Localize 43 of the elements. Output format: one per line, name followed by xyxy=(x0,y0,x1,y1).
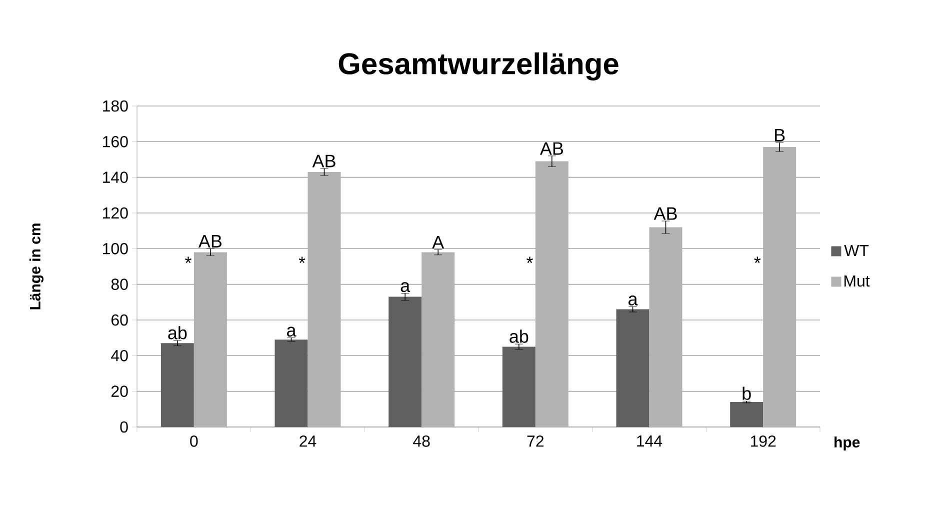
x-tick-label: 24 xyxy=(300,436,316,447)
bar xyxy=(616,309,650,427)
annotation: b xyxy=(742,386,751,400)
x-tick-label: 0 xyxy=(190,436,198,447)
y-tick-label: 100 xyxy=(103,242,128,254)
y-tick-label: 140 xyxy=(103,172,128,183)
annotation: a xyxy=(287,326,296,337)
annotation: a xyxy=(628,296,638,306)
y-tick-label: 60 xyxy=(112,314,128,326)
bar xyxy=(730,402,764,427)
x-tick-label: 48 xyxy=(413,436,430,447)
y-tick-label: 20 xyxy=(112,386,128,397)
annotation: * xyxy=(754,256,761,264)
x-tick-label: 144 xyxy=(637,435,662,447)
y-axis-title: Länge in cm xyxy=(29,224,44,310)
annotation: a xyxy=(400,282,410,292)
legend-label: Mut xyxy=(844,275,870,287)
bar xyxy=(502,346,536,427)
y-tick-label: 180 xyxy=(103,100,128,112)
x-axis-title: hpe xyxy=(834,436,860,450)
annotation: A xyxy=(432,236,444,248)
annotation: AB xyxy=(654,207,677,220)
x-tick-label: 72 xyxy=(527,436,544,447)
annotation: B xyxy=(775,128,785,142)
y-tick-label: 160 xyxy=(103,136,128,148)
chart-title: Gesamtwurzellänge xyxy=(338,52,618,80)
legend-label: WT xyxy=(844,244,869,256)
annotation: * xyxy=(185,256,192,264)
bar xyxy=(160,343,194,427)
annotation: * xyxy=(298,256,306,264)
bar xyxy=(388,296,422,427)
y-tick-label: 0 xyxy=(120,421,128,433)
annotation: * xyxy=(526,256,533,264)
y-tick-label: 120 xyxy=(103,207,128,219)
annotation: ab xyxy=(168,326,187,340)
y-tick-label: 80 xyxy=(111,278,128,290)
annotation: AB xyxy=(198,235,222,248)
bar xyxy=(274,340,308,427)
annotation: AB xyxy=(540,142,563,155)
annotation: ab xyxy=(510,330,528,343)
y-tick-label: 40 xyxy=(111,350,128,362)
annotation: AB xyxy=(312,154,336,168)
x-tick-label: 192 xyxy=(750,436,776,447)
